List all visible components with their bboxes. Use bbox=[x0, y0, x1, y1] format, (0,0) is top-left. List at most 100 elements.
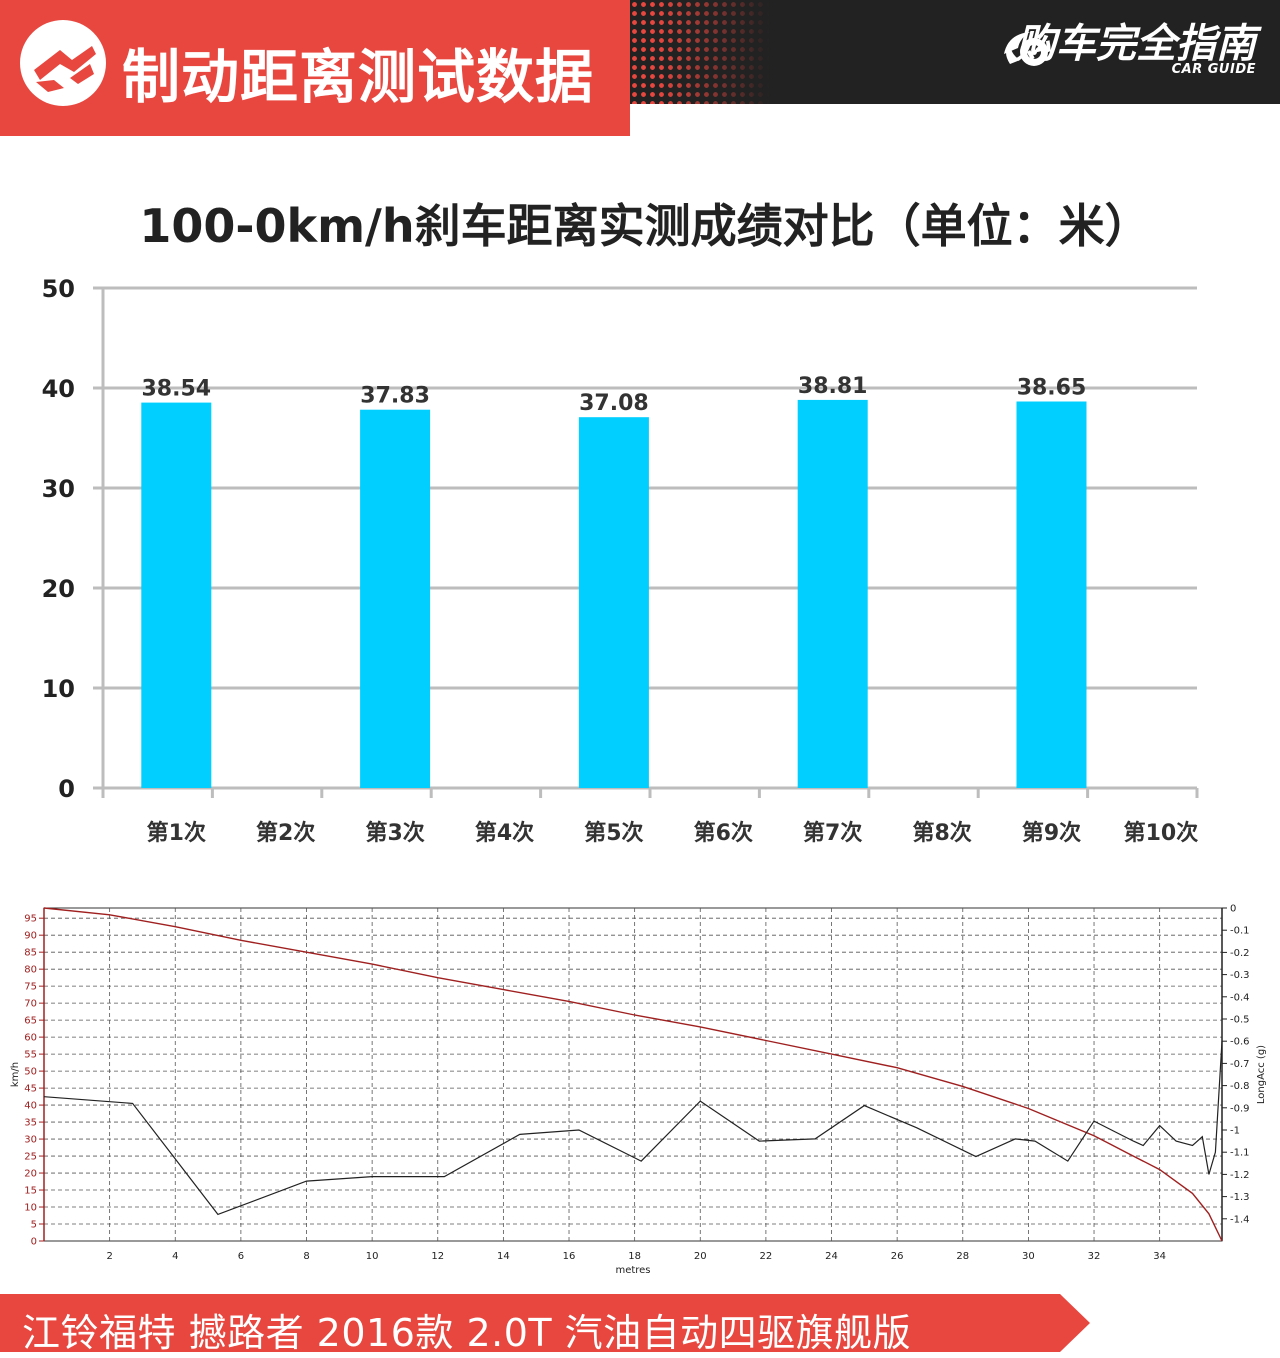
x-tick-label: 16 bbox=[563, 1251, 576, 1262]
speed-line bbox=[43, 907, 1223, 1242]
bar-value-label: 38.65 bbox=[1017, 376, 1087, 401]
x-tick-label: 34 bbox=[1153, 1251, 1166, 1262]
x-tick-label: 32 bbox=[1088, 1251, 1101, 1262]
y-tick-label: 50 bbox=[42, 275, 75, 303]
y-tick-label: 30 bbox=[24, 1135, 37, 1146]
footer-bar bbox=[0, 1294, 1060, 1352]
x-axis-title: metres bbox=[615, 1265, 650, 1276]
brand-name: 购车完全指南 bbox=[1016, 21, 1256, 67]
y-tick-label: 55 bbox=[24, 1050, 37, 1061]
x-tick-label: 4 bbox=[172, 1251, 178, 1262]
bar bbox=[1016, 401, 1087, 788]
x-tick-label: 20 bbox=[694, 1251, 707, 1262]
x-tick-label: 26 bbox=[891, 1251, 904, 1262]
x-tick-label: 第2次 bbox=[256, 820, 315, 846]
x-tick-label: 第10次 bbox=[1124, 820, 1199, 846]
y2-tick-label: -0.4 bbox=[1230, 992, 1250, 1003]
y2-tick-label: -0.2 bbox=[1230, 948, 1250, 959]
y-tick-label: 5 bbox=[31, 1220, 37, 1231]
y2-tick-label: -1.1 bbox=[1230, 1148, 1250, 1159]
y-tick-label: 80 bbox=[24, 965, 37, 976]
y2-tick-label: -0.9 bbox=[1230, 1103, 1250, 1114]
x-tick-label: 第8次 bbox=[912, 820, 971, 846]
header-banner: 制动距离测试数据 购车完全指南 CAR GUIDE bbox=[0, 0, 1280, 136]
x-tick-label: 第5次 bbox=[584, 820, 643, 846]
bar bbox=[360, 409, 431, 788]
y2-tick-label: -0.5 bbox=[1230, 1015, 1250, 1026]
y-tick-label: 75 bbox=[24, 982, 37, 993]
x-tick-label: 28 bbox=[956, 1251, 969, 1262]
x-tick-label: 18 bbox=[628, 1251, 641, 1262]
eye-wing-logo-icon bbox=[1000, 24, 1058, 74]
vehicle-caption: 江铃福特 撼路者 2016款 2.0T 汽油自动四驱旗舰版 bbox=[22, 1311, 912, 1355]
y2-tick-label: -0.8 bbox=[1230, 1081, 1250, 1092]
y-tick-label: 70 bbox=[24, 999, 37, 1010]
x-tick-label: 24 bbox=[825, 1251, 838, 1262]
bar-value-label: 37.08 bbox=[579, 391, 649, 416]
bar-chart: 0 10 20 30 40 50 第1次 38.54 第2次 第3次 37.83 第4次 第5次 37.0… bbox=[42, 275, 1199, 846]
x-tick-label: 第6次 bbox=[694, 820, 753, 846]
brand-logo: 购车完全指南 CAR GUIDE bbox=[1016, 22, 1256, 77]
chart-title: 100-0km/h刹车距离实测成绩对比（单位：米） bbox=[139, 199, 1151, 253]
y-tick-label: 45 bbox=[24, 1084, 37, 1095]
y-tick-label: 90 bbox=[24, 931, 37, 942]
y-tick-label: 40 bbox=[42, 375, 75, 403]
x-tick-label: 22 bbox=[760, 1251, 773, 1262]
x-tick-label: 6 bbox=[238, 1251, 244, 1262]
y-axis-title: km/h bbox=[10, 1062, 21, 1087]
y-tick-label: 65 bbox=[24, 1016, 37, 1027]
y-tick-label: 25 bbox=[24, 1152, 37, 1163]
bar bbox=[797, 399, 868, 788]
x-tick-label: 第4次 bbox=[475, 820, 534, 846]
y-tick-label: 20 bbox=[42, 575, 75, 603]
bar-value-label: 37.83 bbox=[360, 384, 430, 409]
header-dark-panel bbox=[630, 0, 1280, 104]
y-tick-label: 40 bbox=[24, 1101, 37, 1112]
x-tick-label: 2 bbox=[106, 1251, 112, 1262]
x-tick-label: 8 bbox=[303, 1251, 309, 1262]
halftone-dots bbox=[630, 0, 770, 104]
x-tick-label: 14 bbox=[497, 1251, 510, 1262]
page-title: 制动距离测试数据 bbox=[122, 43, 595, 111]
y-tick-label: 30 bbox=[42, 475, 75, 503]
bar-value-label: 38.54 bbox=[142, 377, 212, 402]
y-tick-label: 20 bbox=[24, 1169, 37, 1180]
x-tick-label: 12 bbox=[431, 1251, 444, 1262]
footer-banner: 江铃福特 撼路者 2016款 2.0T 汽油自动四驱旗舰版 bbox=[0, 1288, 1280, 1358]
x-tick-label: 10 bbox=[366, 1251, 379, 1262]
plot-frame bbox=[43, 907, 1223, 1242]
brake-disc-icon bbox=[20, 20, 106, 106]
y-tick-label: 0 bbox=[31, 1237, 37, 1248]
x-tick-label: 第1次 bbox=[147, 820, 206, 846]
bar-value-label: 38.81 bbox=[798, 374, 868, 399]
y2-axis-title: LongAcc (g) bbox=[1256, 1045, 1267, 1104]
y2-tick-label: -0.6 bbox=[1230, 1037, 1250, 1048]
x-tick-label: 第7次 bbox=[803, 820, 862, 846]
acceleration-line bbox=[43, 1041, 1223, 1216]
y2-tick-label: -0.7 bbox=[1230, 1059, 1250, 1070]
brand-subtitle: CAR GUIDE bbox=[1171, 62, 1256, 77]
y2-tick-label: -0.1 bbox=[1230, 926, 1250, 937]
y-tick-label: 10 bbox=[42, 675, 75, 703]
y2-tick-label: 0 bbox=[1230, 904, 1236, 915]
y-tick-label: 60 bbox=[24, 1033, 37, 1044]
bar bbox=[578, 417, 649, 788]
footer-arrow-tip bbox=[1060, 1294, 1090, 1352]
y-tick-label: 15 bbox=[24, 1186, 37, 1197]
x-tick-label: 30 bbox=[1022, 1251, 1035, 1262]
header-red-panel: 制动距离测试数据 bbox=[0, 0, 630, 136]
bar bbox=[141, 402, 212, 788]
y-tick-label: 85 bbox=[24, 948, 37, 959]
y-tick-label: 0 bbox=[58, 775, 75, 803]
x-tick-label: 第9次 bbox=[1022, 820, 1081, 846]
y-tick-label: 10 bbox=[24, 1203, 37, 1214]
y2-tick-label: -1.4 bbox=[1230, 1214, 1250, 1225]
y2-tick-label: -1 bbox=[1230, 1126, 1240, 1137]
y2-tick-label: -0.3 bbox=[1230, 970, 1250, 981]
x-tick-label: 第3次 bbox=[365, 820, 424, 846]
y2-tick-label: -1.2 bbox=[1230, 1170, 1250, 1181]
y-tick-label: 50 bbox=[24, 1067, 37, 1078]
y-tick-label: 35 bbox=[24, 1118, 37, 1129]
y2-tick-label: -1.3 bbox=[1230, 1192, 1250, 1203]
